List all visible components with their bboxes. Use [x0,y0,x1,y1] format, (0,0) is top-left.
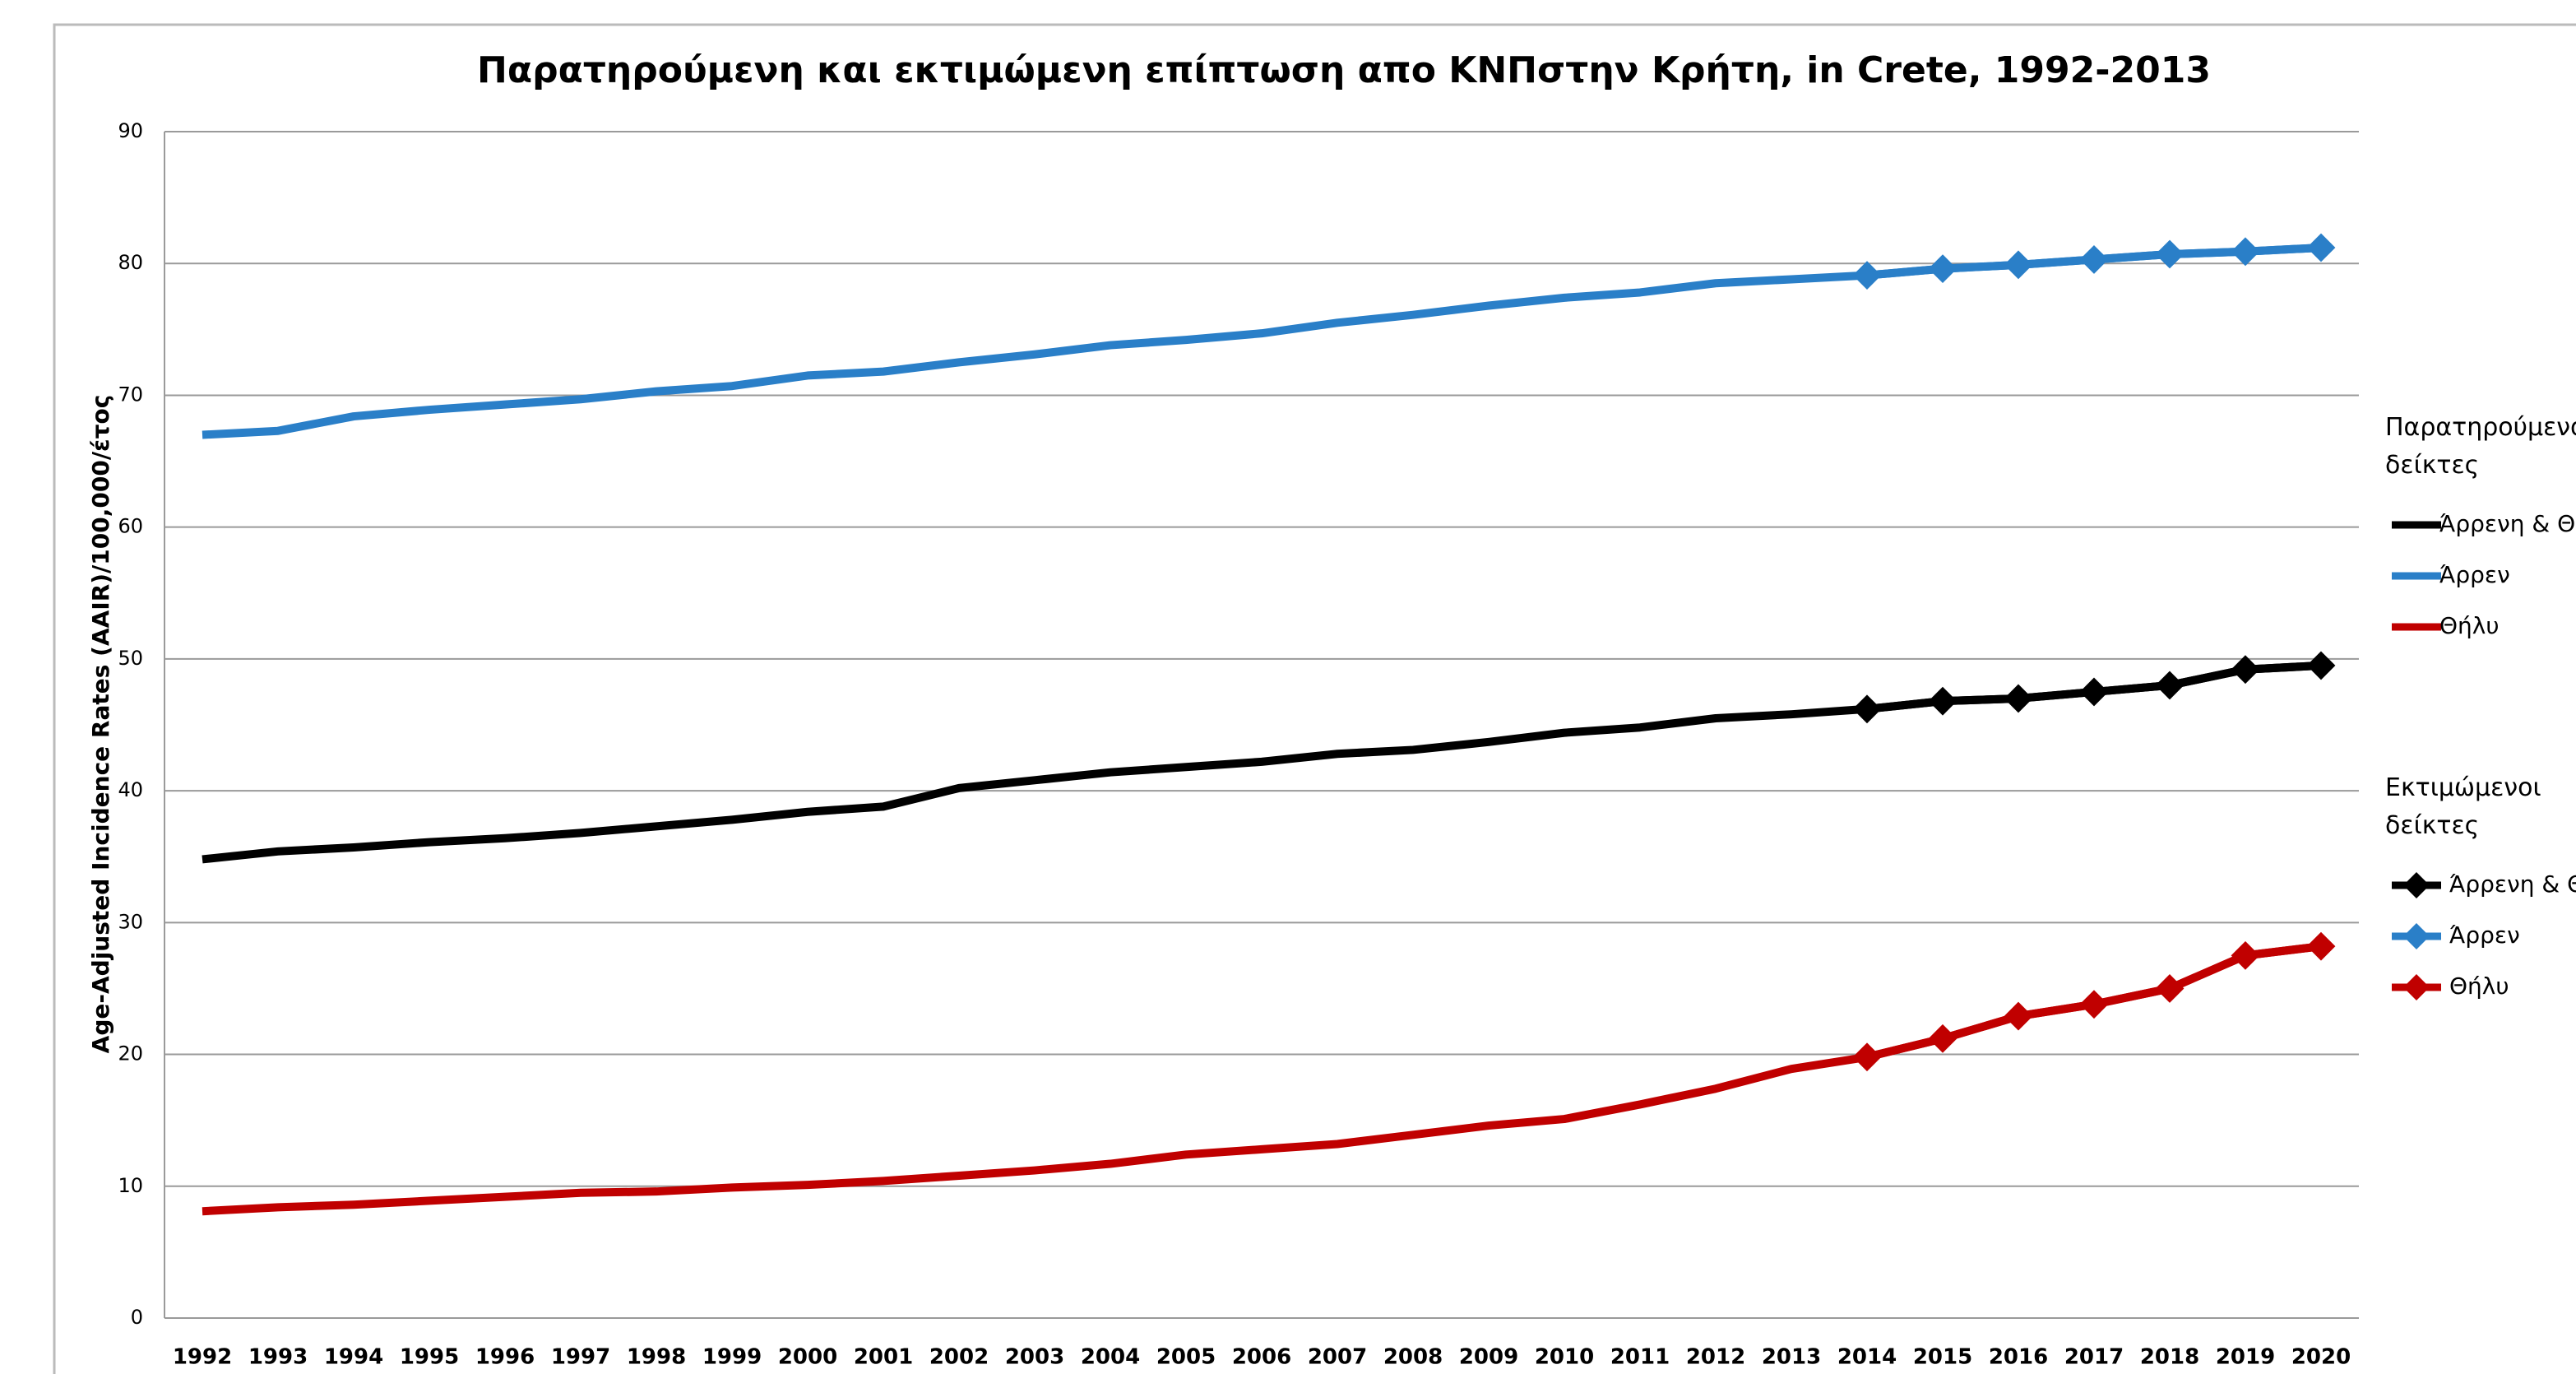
series-marker [2079,677,2109,707]
x-tick-label: 1994 [324,1345,383,1370]
x-tick-label: 2001 [854,1345,913,1370]
series-marker [2306,931,2336,961]
x-tick-label: 2003 [1005,1345,1064,1370]
x-tick-label: 2000 [778,1345,837,1370]
series-marker [1852,694,1882,724]
legend-group-title: Εκτιμώμενοι δείκτες [2385,773,2541,840]
x-tick-label: 1996 [475,1345,535,1370]
x-tick-label: 2006 [1232,1345,1291,1370]
x-tick-label: 1995 [400,1345,459,1370]
legend-label: Άρρενη & Θήλυ [2449,870,2576,898]
series-marker [2231,940,2260,970]
legend-marker [2403,974,2430,1000]
series-marker [2231,655,2260,685]
chart-frame [53,23,2576,1374]
x-tick-label: 2013 [1762,1345,1821,1370]
series-marker [1928,254,1957,284]
series-marker [2079,990,2109,1019]
legend-label: Άρρενη & Θήλυ [2439,510,2576,537]
series-marker [2004,1001,2033,1031]
series-marker [2004,250,2033,280]
x-tick-label: 2014 [1837,1345,1897,1370]
x-tick-label: 2016 [1989,1345,2048,1370]
x-tick-label: 2004 [1081,1345,1140,1370]
legend-label: Θήλυ [2449,972,2509,1000]
y-tick-label: 20 [118,1042,143,1065]
y-tick-label: 80 [118,251,143,274]
series-marker [2155,239,2185,269]
series-marker [2004,684,2033,713]
x-tick-label: 2005 [1156,1345,1216,1370]
series-marker [2231,237,2260,267]
y-tick-label: 60 [118,515,143,538]
y-tick-label: 50 [118,647,143,670]
legend-marker [2403,872,2430,898]
y-tick-label: 70 [118,383,143,406]
series-marker [2079,245,2109,274]
x-tick-label: 2008 [1383,1345,1443,1370]
y-tick-label: 0 [131,1306,143,1329]
y-axis-label: Age-Adjusted Incidence Rates (AAIR)/100,… [87,395,114,1054]
series-marker [1928,1024,1957,1053]
x-tick-label: 2009 [1459,1345,1518,1370]
y-tick-label: 30 [118,910,143,933]
x-tick-label: 2017 [2064,1345,2124,1370]
y-tick-label: 40 [118,778,143,801]
legend-label: Θήλυ [2439,612,2500,639]
legend-group-title: Παρατηρούμενοι δείκτες [2385,413,2576,480]
y-tick-label: 90 [118,119,143,142]
x-tick-label: 2010 [1535,1345,1594,1370]
x-tick-label: 2019 [2216,1345,2275,1370]
x-tick-label: 2011 [1610,1345,1670,1370]
x-tick-label: 2012 [1686,1345,1745,1370]
x-tick-label: 1993 [248,1345,308,1370]
x-tick-label: 2015 [1913,1345,1972,1370]
chart-title: Παρατηρούμενη και εκτιμώμενη επίπτωση απ… [477,49,2211,91]
legend-label: Άρρεν [2449,921,2520,949]
series-marker [2155,671,2185,700]
series-marker [1852,261,1882,290]
x-tick-label: 1998 [627,1345,686,1370]
series-marker [1852,1042,1882,1072]
x-tick-label: 1997 [551,1345,610,1370]
series-marker [2306,651,2336,680]
legend-label: Άρρεν [2439,561,2510,588]
series-marker [2306,233,2336,262]
x-tick-label: 2002 [929,1345,989,1370]
x-tick-label: 2020 [2291,1345,2351,1370]
x-tick-label: 2018 [2140,1345,2199,1370]
series-marker [1928,686,1957,716]
y-tick-label: 10 [118,1174,143,1197]
legend-marker [2403,923,2430,949]
x-tick-label: 1999 [702,1345,762,1370]
series-marker [2155,974,2185,1003]
x-tick-label: 1992 [173,1345,232,1370]
x-tick-label: 2007 [1308,1345,1367,1370]
